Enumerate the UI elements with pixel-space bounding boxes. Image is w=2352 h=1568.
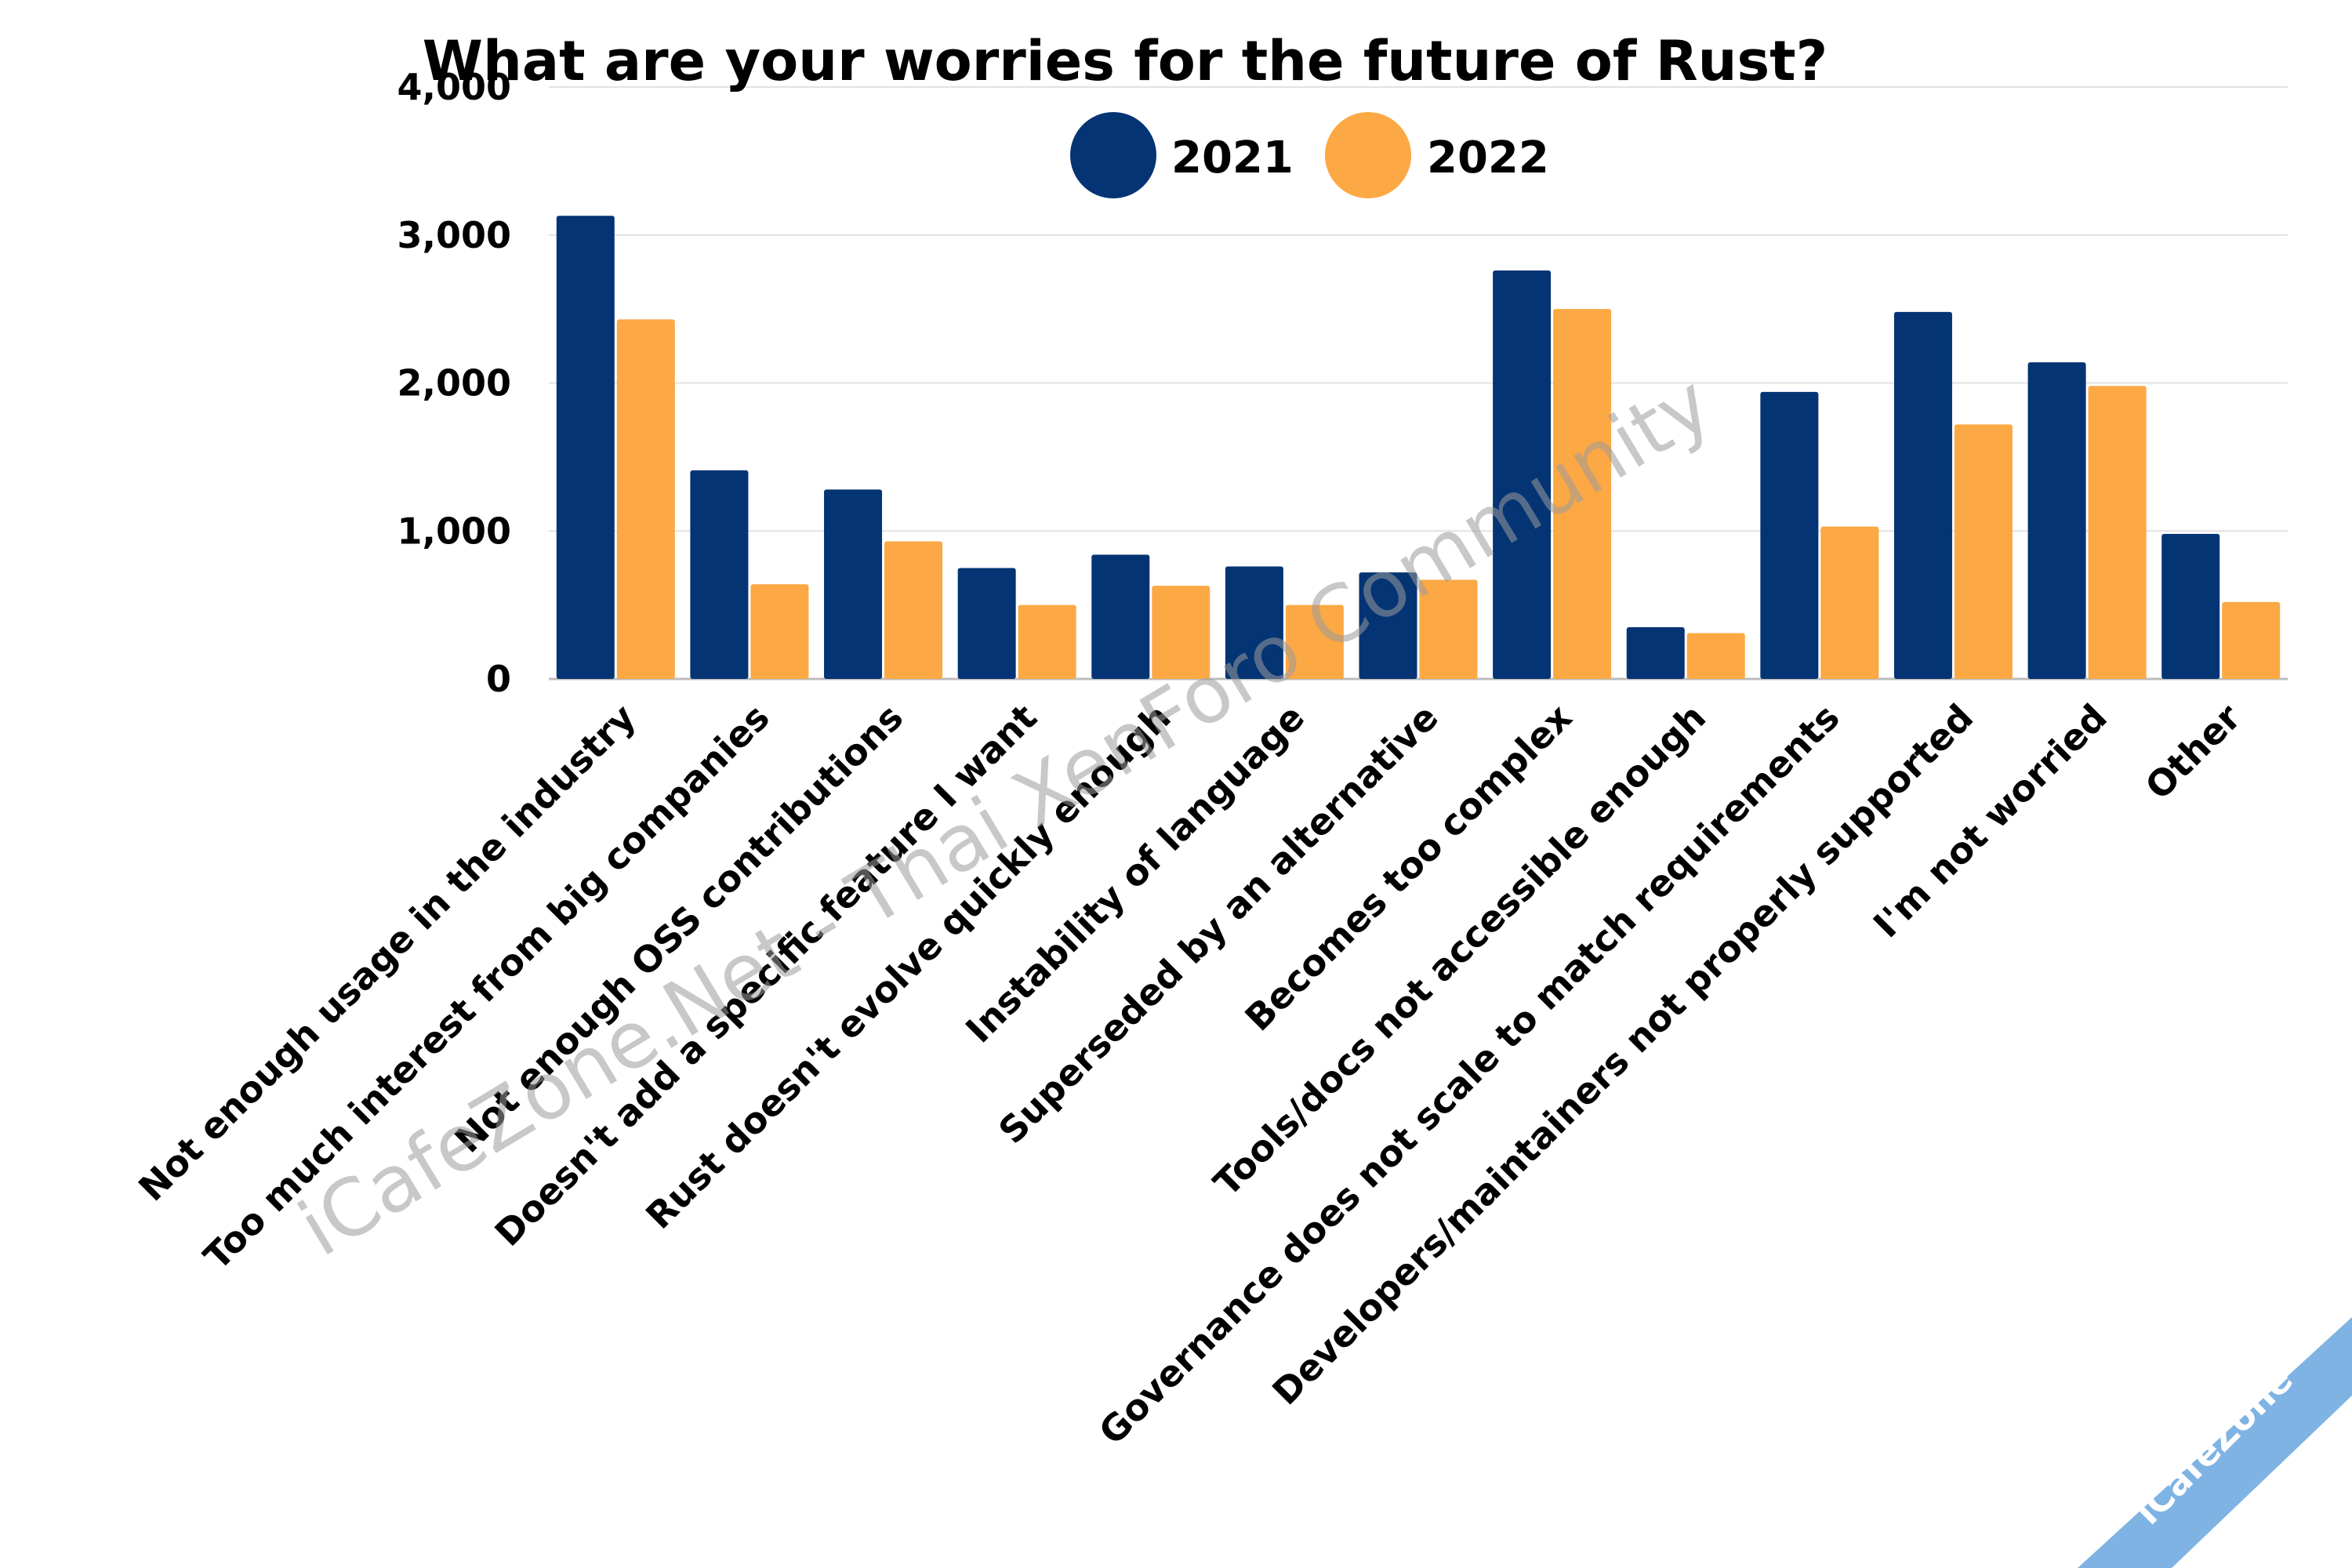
bar-2021-8 [1626, 626, 1685, 679]
y-tick-label: 4,000 [397, 66, 511, 108]
corner-badge-ribbon [2078, 1317, 2352, 1568]
bar-2022-1 [750, 584, 809, 679]
y-tick-label: 0 [486, 658, 511, 700]
bars [556, 216, 2281, 679]
bar-2021-7 [1493, 270, 1552, 679]
legend-label-2022: 2022 [1427, 132, 1549, 183]
bar-2022-2 [884, 541, 943, 679]
y-tick-label: 1,000 [397, 510, 511, 552]
bar-2021-6 [1359, 572, 1417, 679]
bar-2021-10 [1893, 311, 1952, 679]
bar-2021-12 [2161, 534, 2220, 679]
bar-2022-3 [1018, 604, 1076, 679]
y-axis: 0 1,000 2,000 3,000 4,000 [397, 66, 511, 700]
legend-swatch-2022 [1325, 112, 1411, 198]
legend-swatch-2021 [1070, 112, 1156, 198]
bar-2022-5 [1285, 604, 1344, 679]
bar-2022-9 [1820, 526, 1879, 679]
bar-2022-12 [2222, 601, 2281, 679]
bar-2021-9 [1760, 391, 1819, 679]
bar-2022-0 [616, 319, 675, 679]
bar-2022-7 [1553, 309, 1612, 679]
bar-2021-2 [824, 489, 883, 679]
bar-2022-6 [1419, 579, 1478, 679]
bar-2022-10 [1954, 424, 2013, 679]
bar-2021-1 [690, 470, 749, 679]
bar-2021-11 [2027, 362, 2086, 679]
y-tick-label: 3,000 [397, 214, 511, 256]
y-tick-label: 2,000 [397, 362, 511, 405]
bar-2022-11 [2088, 386, 2147, 679]
chart-title: What are your worries for the future of … [423, 29, 1828, 93]
bar-2022-8 [1686, 633, 1745, 679]
bar-2021-0 [556, 216, 615, 679]
bar-2022-4 [1152, 586, 1210, 679]
bar-2021-4 [1091, 554, 1150, 679]
legend: 2021 2022 [1070, 112, 1549, 198]
legend-label-2021: 2021 [1171, 132, 1294, 183]
bar-2021-5 [1225, 566, 1283, 679]
bar-2021-3 [957, 568, 1016, 679]
